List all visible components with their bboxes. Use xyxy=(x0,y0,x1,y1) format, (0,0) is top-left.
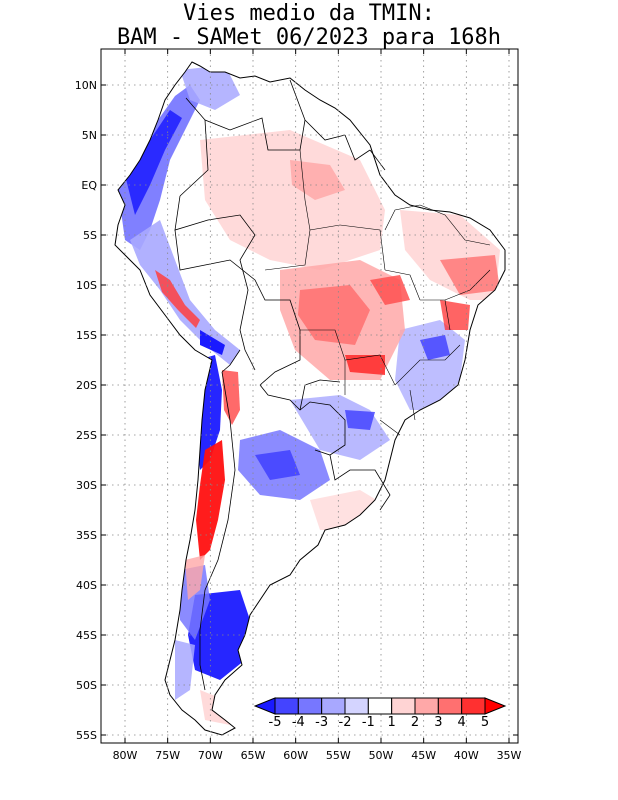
map-title-line2: BAM - SAMet 06/2023 para 168h xyxy=(116,25,502,50)
colorbar-box xyxy=(414,697,439,715)
lat-label: EQ xyxy=(81,179,97,192)
colorbar-label: 2 xyxy=(411,715,419,730)
state-borders xyxy=(264,149,491,436)
lat-label: 30S xyxy=(76,479,97,492)
colorbar-box xyxy=(367,697,393,715)
colorbar-label: -3 xyxy=(315,715,328,730)
colorbar-label: -4 xyxy=(292,715,305,730)
colorbar-label: -5 xyxy=(269,715,282,730)
lat-label: 5S xyxy=(83,229,97,242)
lon-label: 70W xyxy=(198,749,223,762)
colorbar-label: -2 xyxy=(339,715,352,730)
lat-label: 55S xyxy=(76,729,97,742)
axis-ticks: 10N 5N EQ 5S 10S 15S 20S 25S 30S 35S 40S 45S 50S 55S 8… xyxy=(75,49,522,762)
colorbar-box xyxy=(437,697,463,715)
lat-label: 5N xyxy=(82,129,97,142)
colorbar-label: 5 xyxy=(481,715,489,730)
colorbar-label: 1 xyxy=(388,715,396,730)
lat-label: 25S xyxy=(76,429,97,442)
lat-label: 20S xyxy=(76,379,97,392)
lon-label: 50W xyxy=(369,749,394,762)
colorbar-label: -1 xyxy=(362,715,375,730)
colorbar-label: 3 xyxy=(434,715,442,730)
lat-label: 10S xyxy=(76,279,97,292)
lon-label: 80W xyxy=(113,749,138,762)
graticule xyxy=(101,49,518,743)
lat-label: 45S xyxy=(76,629,97,642)
colorbar-box xyxy=(461,697,486,715)
lat-label: 35S xyxy=(76,529,97,542)
colorbar-label: 4 xyxy=(458,715,466,730)
colorbar-right-arrow xyxy=(484,697,507,715)
lat-label: 10N xyxy=(75,79,97,92)
country-borders xyxy=(174,79,391,691)
lon-label: 45W xyxy=(411,749,436,762)
lon-label: 75W xyxy=(155,749,180,762)
lat-label: 15S xyxy=(76,329,97,342)
colorbar-box xyxy=(391,697,416,715)
colorbar-box xyxy=(297,697,323,715)
lat-label: 40S xyxy=(76,579,97,592)
lon-label: 40W xyxy=(454,749,479,762)
colorbar-box xyxy=(344,697,369,715)
lon-label: 65W xyxy=(241,749,266,762)
lon-label: 60W xyxy=(283,749,308,762)
lon-label: 55W xyxy=(326,749,351,762)
colorbar: -5 -4 -3 -2 -1 1 2 3 4 5 xyxy=(253,697,507,730)
lat-label: 50S xyxy=(76,679,97,692)
colorbar-box xyxy=(274,697,299,715)
lon-label: 35W xyxy=(497,749,522,762)
colorbar-box xyxy=(321,697,346,715)
map-title-line1: Vies medio da TMIN: xyxy=(183,1,435,26)
